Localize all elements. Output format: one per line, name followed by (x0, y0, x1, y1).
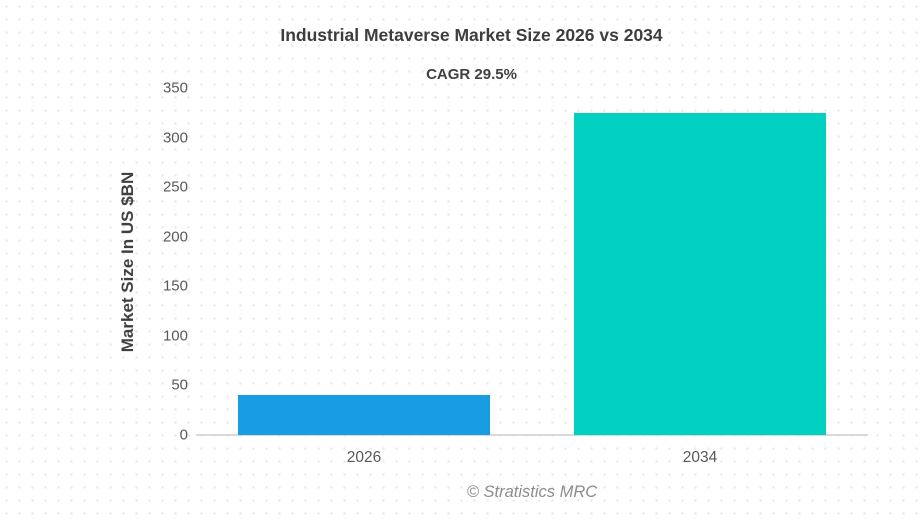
y-tick-label: 300 (162, 129, 188, 147)
x-tick-label: 2034 (682, 449, 718, 466)
y-tick-label: 200 (162, 228, 188, 246)
y-tick-label: 150 (162, 277, 188, 295)
y-tick-label: 350 (162, 79, 188, 97)
y-tick-label: 50 (171, 376, 188, 394)
chart-subtitle: CAGR 29.5% (426, 66, 517, 83)
chart-title: Industrial Metaverse Market Size 2026 vs… (280, 25, 663, 45)
x-tick-label: 2026 (346, 449, 382, 466)
y-tick-label: 0 (179, 426, 188, 444)
y-axis-title: Market Size In US $BN (118, 171, 137, 353)
bar-2026 (238, 395, 490, 435)
x-axis-labels: 2026 2034 (196, 449, 868, 471)
plot-area (196, 88, 868, 436)
y-tick-label: 100 (162, 327, 188, 345)
y-axis-ticks: 0 50 100 150 200 250 300 350 (148, 81, 188, 443)
y-tick-label: 250 (162, 178, 188, 196)
x-axis-line (196, 434, 868, 436)
watermark-text: © Stratistics MRC (466, 483, 598, 501)
bar-2034 (574, 112, 826, 435)
